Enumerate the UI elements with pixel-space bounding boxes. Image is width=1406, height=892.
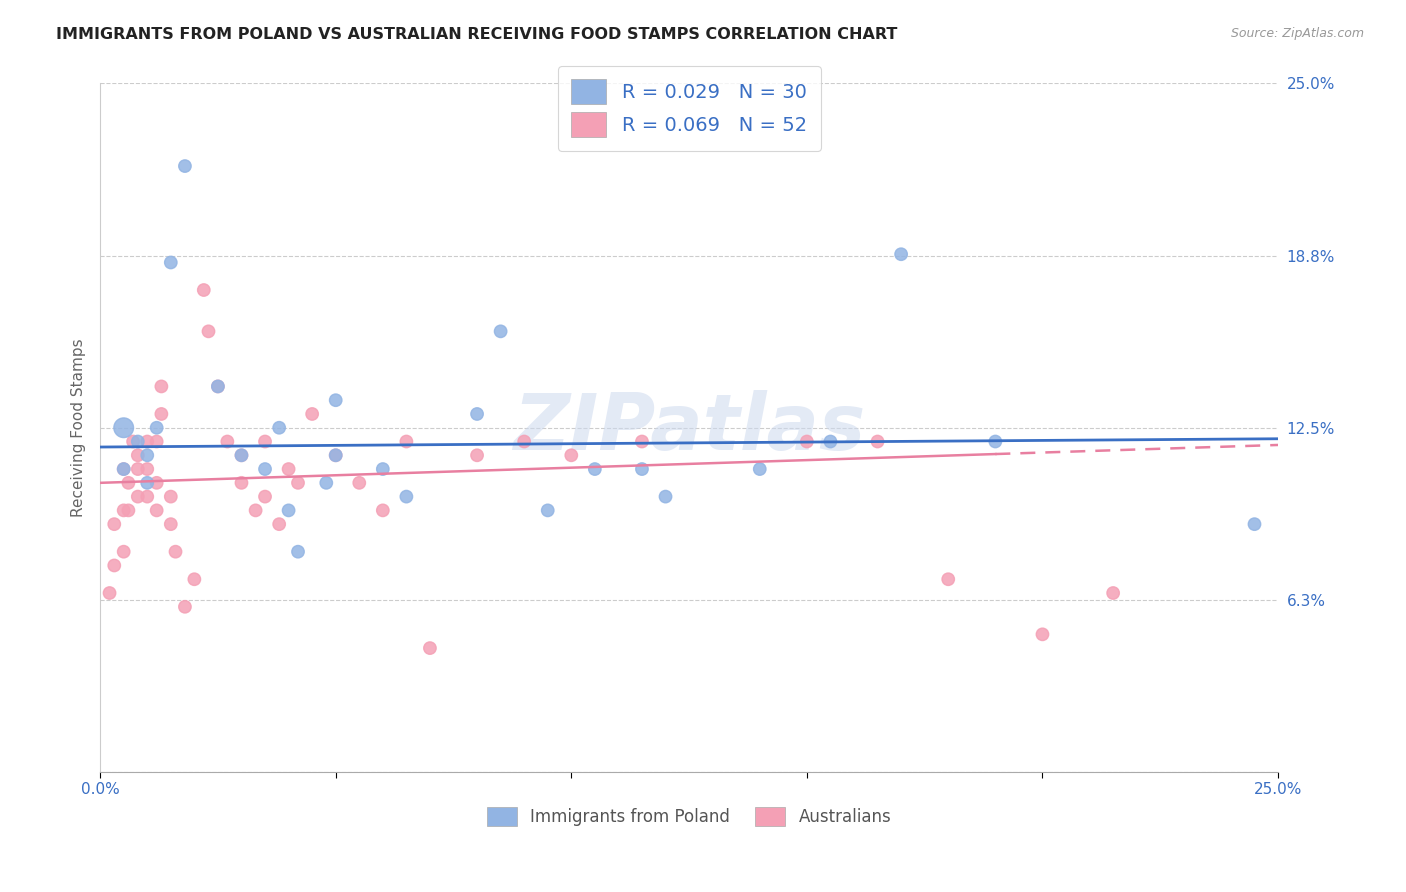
- Point: [136, 434, 159, 449]
- Point: [513, 434, 536, 449]
- Point: [150, 379, 173, 393]
- Point: [145, 475, 167, 490]
- Point: [136, 448, 159, 462]
- Point: [231, 448, 253, 462]
- Point: [537, 503, 560, 517]
- Point: [395, 434, 418, 449]
- Y-axis label: Receiving Food Stamps: Receiving Food Stamps: [72, 338, 86, 517]
- Point: [231, 448, 253, 462]
- Point: [112, 503, 135, 517]
- Point: [145, 434, 167, 449]
- Point: [748, 462, 770, 476]
- Point: [371, 462, 394, 476]
- Legend: Immigrants from Poland, Australians: Immigrants from Poland, Australians: [481, 800, 898, 832]
- Point: [315, 475, 337, 490]
- Point: [254, 462, 277, 476]
- Point: [127, 490, 149, 504]
- Point: [1243, 517, 1265, 532]
- Point: [465, 407, 488, 421]
- Point: [245, 503, 267, 517]
- Point: [127, 462, 149, 476]
- Point: [112, 462, 135, 476]
- Point: [325, 448, 347, 462]
- Point: [654, 490, 676, 504]
- Point: [207, 379, 229, 393]
- Point: [145, 421, 167, 435]
- Text: IMMIGRANTS FROM POLAND VS AUSTRALIAN RECEIVING FOOD STAMPS CORRELATION CHART: IMMIGRANTS FROM POLAND VS AUSTRALIAN REC…: [56, 27, 897, 42]
- Point: [150, 407, 173, 421]
- Point: [419, 641, 441, 656]
- Point: [277, 503, 299, 517]
- Point: [984, 434, 1007, 449]
- Point: [174, 159, 197, 173]
- Point: [159, 517, 181, 532]
- Point: [866, 434, 889, 449]
- Point: [197, 324, 219, 338]
- Point: [136, 490, 159, 504]
- Point: [122, 434, 145, 449]
- Point: [631, 462, 654, 476]
- Point: [287, 475, 309, 490]
- Point: [159, 490, 181, 504]
- Text: Source: ZipAtlas.com: Source: ZipAtlas.com: [1230, 27, 1364, 40]
- Point: [98, 586, 121, 600]
- Point: [136, 462, 159, 476]
- Point: [631, 434, 654, 449]
- Point: [103, 558, 125, 573]
- Point: [174, 599, 197, 614]
- Point: [183, 572, 205, 586]
- Point: [371, 503, 394, 517]
- Point: [890, 247, 912, 261]
- Point: [395, 490, 418, 504]
- Point: [287, 544, 309, 558]
- Point: [349, 475, 371, 490]
- Point: [159, 255, 181, 269]
- Point: [301, 407, 323, 421]
- Point: [117, 475, 139, 490]
- Point: [325, 448, 347, 462]
- Point: [269, 517, 291, 532]
- Point: [820, 434, 842, 449]
- Point: [145, 503, 167, 517]
- Point: [254, 434, 277, 449]
- Point: [269, 421, 291, 435]
- Point: [583, 462, 606, 476]
- Point: [1031, 627, 1053, 641]
- Point: [112, 544, 135, 558]
- Point: [560, 448, 582, 462]
- Text: ZIPatlas: ZIPatlas: [513, 390, 865, 466]
- Point: [465, 448, 488, 462]
- Point: [325, 393, 347, 408]
- Point: [136, 475, 159, 490]
- Point: [936, 572, 959, 586]
- Point: [165, 544, 187, 558]
- Point: [127, 434, 149, 449]
- Point: [112, 421, 135, 435]
- Point: [207, 379, 229, 393]
- Point: [193, 283, 215, 297]
- Point: [796, 434, 818, 449]
- Point: [277, 462, 299, 476]
- Point: [489, 324, 512, 338]
- Point: [254, 490, 277, 504]
- Point: [1102, 586, 1125, 600]
- Point: [112, 462, 135, 476]
- Point: [103, 517, 125, 532]
- Point: [217, 434, 239, 449]
- Point: [231, 475, 253, 490]
- Point: [127, 448, 149, 462]
- Point: [117, 503, 139, 517]
